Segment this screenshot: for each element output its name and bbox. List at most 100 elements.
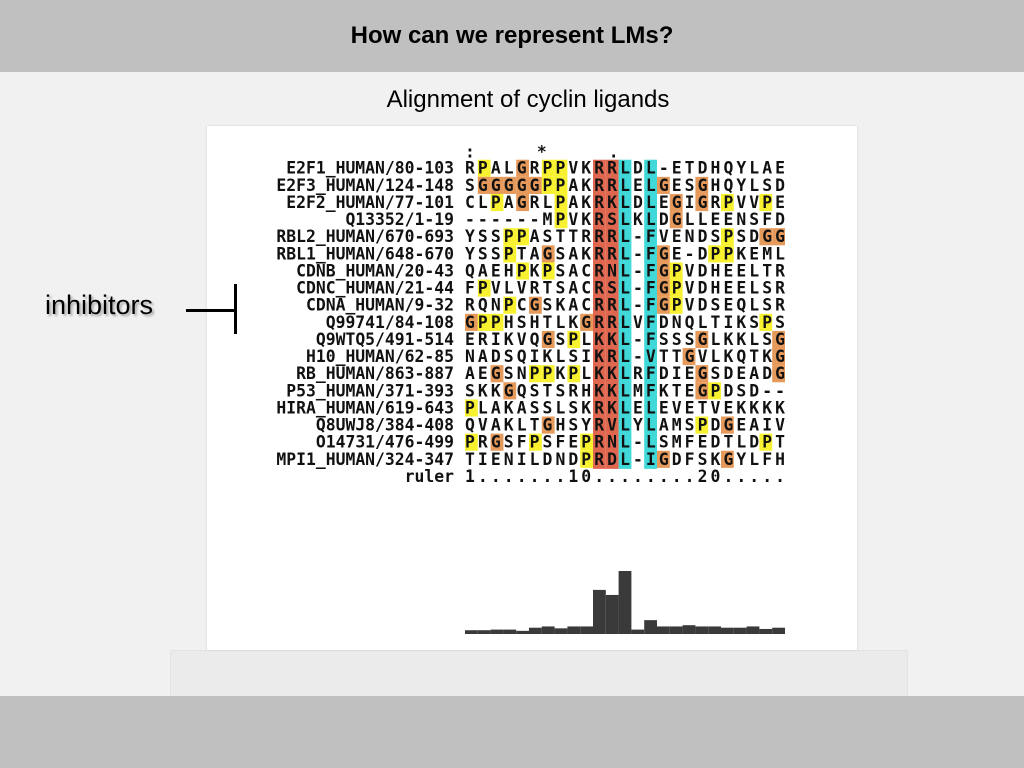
column-highlights: [465, 159, 785, 634]
residue-highlight: [721, 450, 734, 468]
sequence-name: Q13352/1-19: [345, 210, 454, 229]
sequence-name: CDNC_HUMAN/21-44: [296, 279, 454, 298]
residue-highlight: [503, 245, 517, 263]
residue-highlight: [759, 433, 773, 451]
sequence-residues: ERIKVQGSPLKKL-FSSSGLKKLSG: [465, 330, 785, 349]
conservation-bar: [618, 571, 632, 634]
slide-title: How can we represent LMs?: [350, 22, 674, 49]
residue-highlight: [554, 193, 568, 212]
conservation-bar: [772, 627, 785, 634]
sequence-name: E2F2_HUMAN/77-101: [286, 193, 454, 212]
residue-highlight: [695, 176, 709, 194]
residue-highlight: [772, 228, 785, 246]
residue-highlight: [490, 193, 504, 212]
conservation-bar: [541, 626, 555, 634]
faded-strip: [170, 650, 908, 698]
sequence-name: CDNA_HUMAN/9-32: [306, 296, 454, 315]
sequence-residues: NADSQIKLSIKRL-VTTGVLKQTKG: [465, 347, 785, 366]
residue-highlight: [580, 433, 593, 451]
residue-highlight: [477, 176, 491, 194]
sequence-name: H10_HUMAN/62-85: [306, 347, 454, 366]
residue-highlight: [516, 228, 529, 246]
residue-highlight: [516, 176, 529, 194]
residue-highlight: [657, 262, 670, 280]
residue-highlight: [465, 313, 478, 331]
sequence-name: Q8UWJ8/384-408: [316, 416, 454, 435]
conservation-bar: [708, 626, 721, 634]
sequence-text: : * . E2F1_HUMAN/80-103 RPALGRPPVKRRLDL-ET…: [276, 143, 785, 486]
sequence-name: HIRA_HUMAN/619-643: [276, 398, 454, 417]
residue-highlight: [580, 450, 593, 468]
sequence-residues: PRGSFPSFEPRNL-LSMFEDTLDPT: [465, 433, 785, 452]
column-band-15: [644, 159, 657, 469]
sequence-residues: TIENILDNDPRDL-IGDFSKGYLFH: [465, 450, 785, 469]
residue-highlight: [657, 296, 670, 314]
residue-highlight: [772, 365, 785, 383]
residue-highlight: [567, 365, 581, 383]
residue-highlight: [708, 245, 721, 263]
residue-highlight: [669, 262, 683, 280]
sequence-residues: RQNPCGSKACRRL-FGPVDSEQLSR: [465, 296, 785, 315]
conservation-bar: [593, 589, 606, 634]
bottom-bar: [0, 696, 1024, 768]
residue-highlight: [529, 365, 542, 383]
conservation-bar: [605, 594, 619, 634]
residue-highlight: [759, 228, 773, 246]
residue-highlight: [695, 193, 709, 212]
residue-highlight: [503, 228, 517, 246]
cell-highlights: [465, 159, 785, 468]
residue-highlight: [759, 193, 773, 212]
residue-highlight: [721, 245, 734, 263]
sequence-residues: CLPAGRLPAKRKLDLEGIGRPVVPE: [465, 193, 785, 212]
residue-highlight: [657, 176, 670, 194]
conservation-bar: [529, 627, 542, 634]
residue-highlight: [477, 159, 491, 177]
residue-highlight: [465, 399, 478, 417]
residue-highlight: [682, 348, 696, 366]
residue-highlight: [772, 330, 785, 349]
alignment-svg: : * . E2F1_HUMAN/80-103 RPALGRPPVKRRLDL-ET…: [276, 143, 785, 634]
sequence-residues: QVAKLTGHSYRVLYLAMSPDGEAIV: [465, 416, 785, 435]
residue-highlight: [657, 245, 670, 263]
sequence-residues: GPPHSHTLKGRRLVFDNQLTIKSPS: [465, 313, 785, 332]
residue-highlight: [580, 313, 593, 331]
residue-highlight: [669, 296, 683, 314]
alignment-figure: : * . E2F1_HUMAN/80-103 RPALGRPPVKRRLDL-ET…: [207, 126, 857, 650]
residue-highlight: [669, 193, 683, 212]
residue-highlight: [721, 228, 734, 246]
conservation-bar: [503, 629, 517, 634]
sequence-residues: QAEHPKPSACRNL-FGPVDHEELTR: [465, 261, 785, 280]
column-band-13: [618, 159, 632, 469]
column-band-11: [593, 159, 606, 469]
sequence-name: Q99741/84-108: [326, 313, 454, 332]
residue-highlight: [541, 245, 555, 263]
conservation-bar: [465, 630, 478, 634]
residue-highlight: [490, 176, 504, 194]
conservation-bar: [580, 626, 593, 634]
residue-highlight: [554, 176, 568, 194]
residue-highlight: [541, 262, 555, 280]
conservation-bar: [682, 625, 696, 634]
column-band-12: [605, 159, 619, 469]
conservation-bar: [567, 626, 581, 634]
residue-highlight: [541, 330, 555, 349]
residue-highlight: [695, 382, 709, 400]
residue-highlight: [490, 433, 504, 451]
conservation-bar: [631, 629, 645, 634]
residue-highlight: [657, 279, 670, 297]
residue-highlight: [516, 193, 529, 212]
residue-highlight: [490, 313, 504, 331]
residue-highlight: [695, 330, 709, 349]
conservation-bar: [746, 626, 760, 634]
residue-highlight: [541, 365, 555, 383]
conservation-bar: [733, 627, 747, 634]
residue-highlight: [695, 365, 709, 383]
residue-highlight: [503, 176, 517, 194]
conservation-bar: [554, 628, 568, 634]
residue-highlight: [529, 176, 542, 194]
residue-highlight: [721, 193, 734, 212]
sequence-name: RBL2_HUMAN/670-693: [276, 227, 454, 246]
sequence-residues: YSSPPASTTRRRL-FVENDSPSDGG: [465, 227, 785, 246]
residue-highlight: [529, 296, 542, 314]
residue-highlight: [541, 159, 555, 177]
